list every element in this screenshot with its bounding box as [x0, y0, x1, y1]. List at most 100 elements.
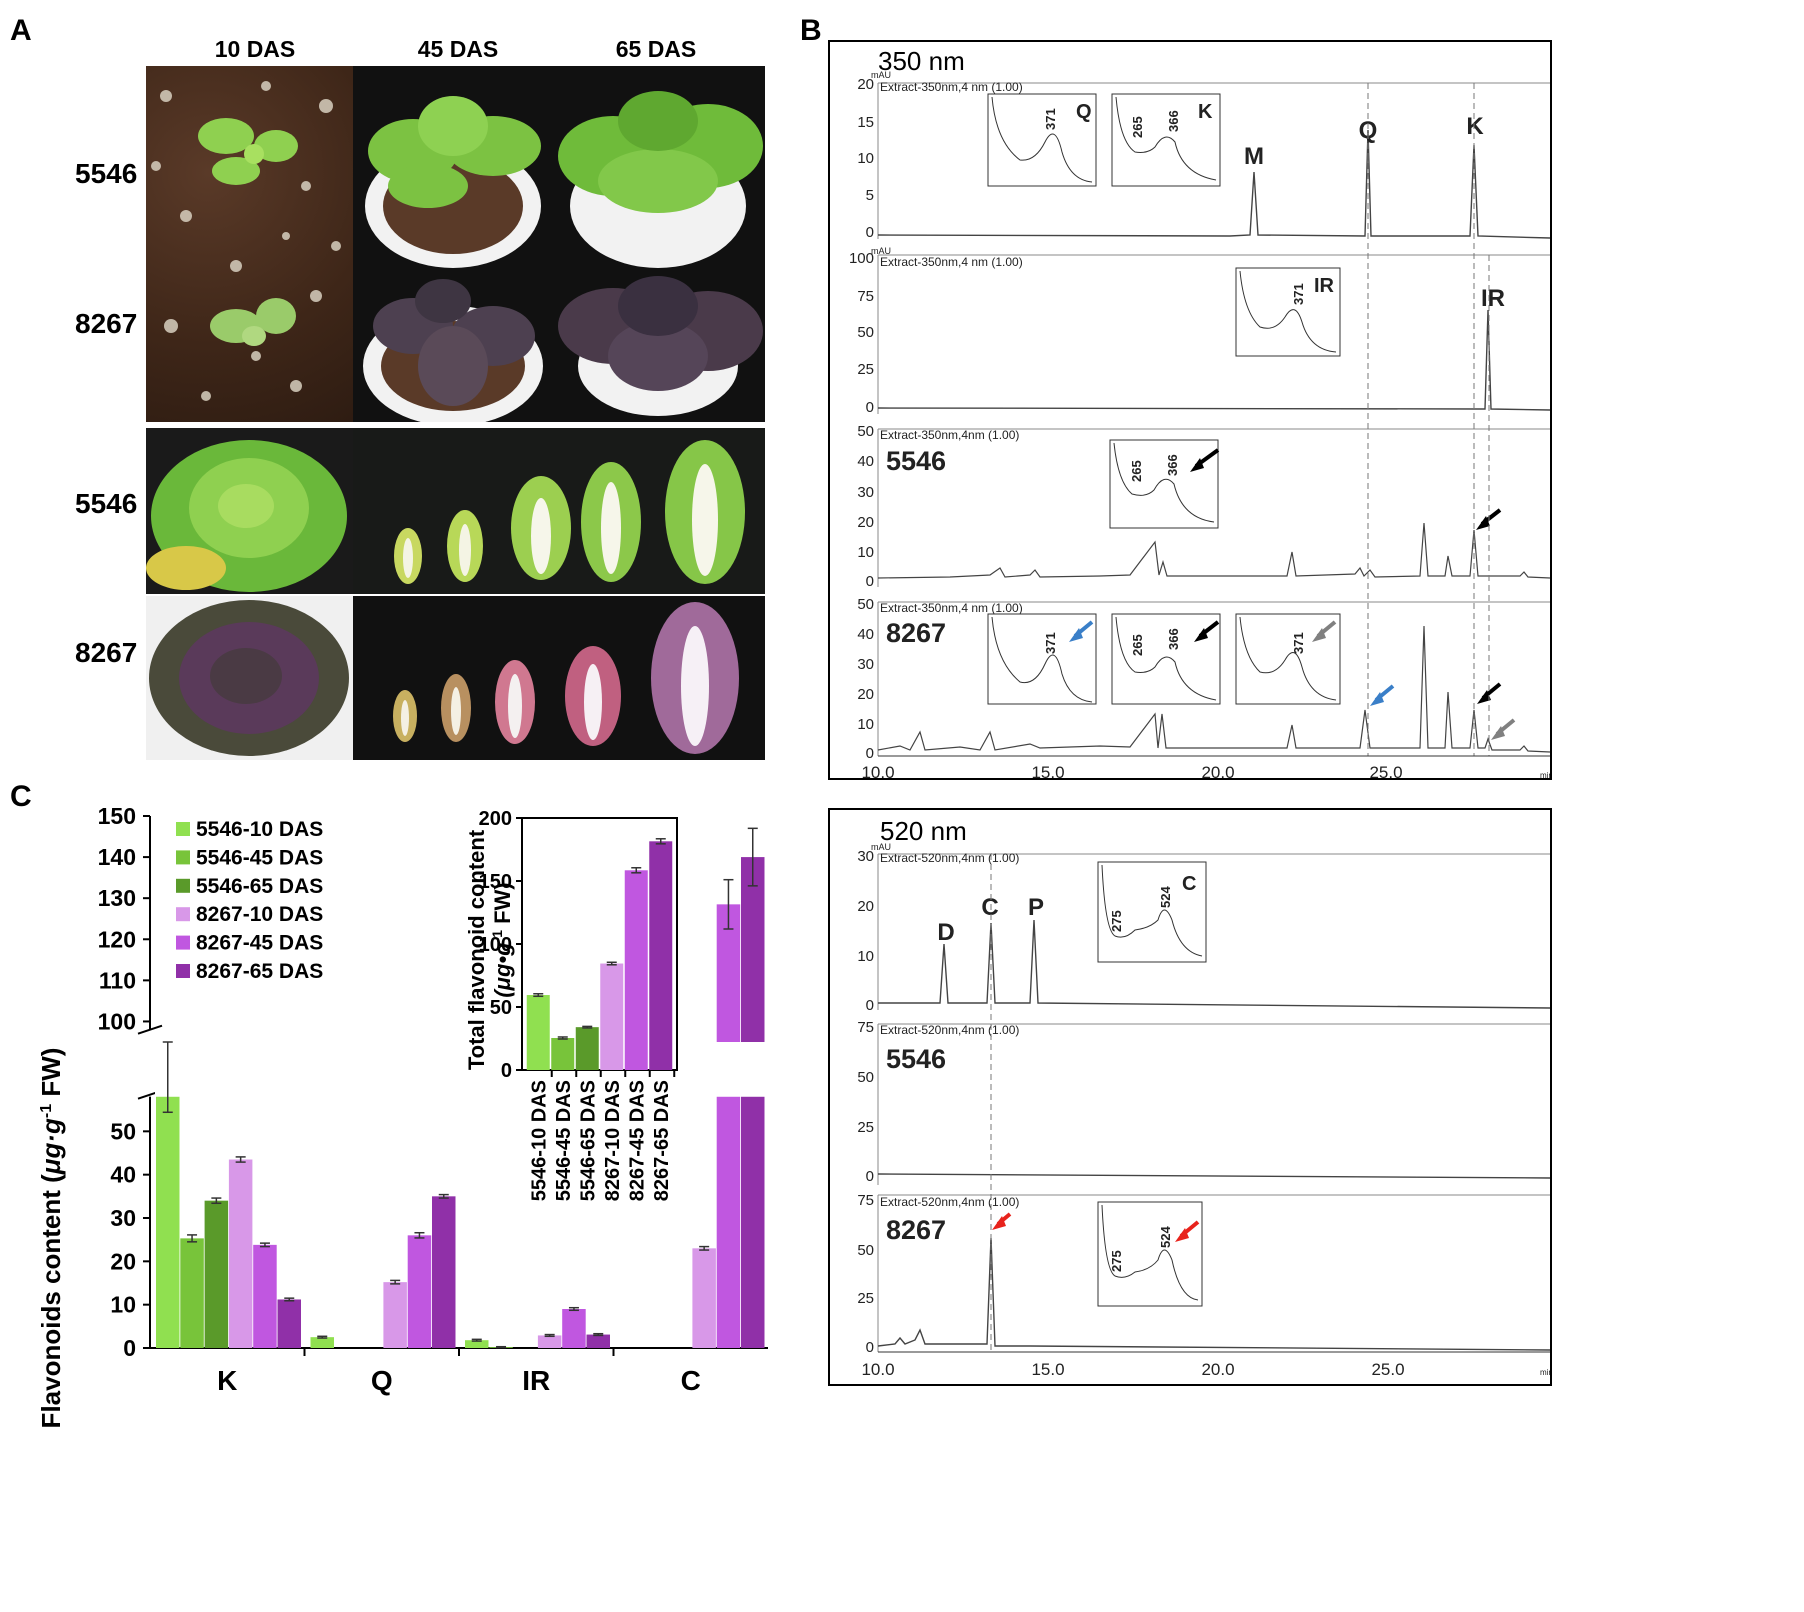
svg-text:100: 100 [849, 250, 874, 267]
bar-8267-65 DAS-IR [586, 1334, 610, 1348]
svg-text:75: 75 [857, 1192, 874, 1209]
bar-8267-65 DAS-C-lower [741, 1096, 765, 1348]
photo-leaves-8267 [353, 596, 765, 760]
svg-text:D: D [937, 919, 954, 946]
panel-c-chart: Flavonoids content (μg·g-1 FW) 0 10 20 30 40… [36, 803, 768, 1428]
legend-label: 5546-10 DAS [196, 818, 323, 841]
svg-text:8267: 8267 [886, 1215, 946, 1245]
legend-label: 8267-10 DAS [196, 903, 323, 926]
svg-text:40: 40 [857, 453, 874, 470]
bar-5546-10 DAS-IR [465, 1340, 489, 1348]
svg-text:265: 265 [1129, 460, 1144, 482]
svg-text:15.0: 15.0 [1031, 1360, 1064, 1379]
bar-8267-65 DAS-K [277, 1299, 301, 1348]
svg-text:275: 275 [1109, 910, 1124, 932]
bar-8267-45 DAS-C-upper [716, 904, 741, 1042]
inset-y-axis-label-line2: (μg•g-1 FW) [489, 882, 515, 997]
svg-text:min: min [1540, 771, 1550, 778]
col-header-45das: 45 DAS [417, 36, 499, 62]
inset-x-tick-label: 8267-45 DAS [626, 1080, 648, 1201]
x-category-label: Q [371, 1365, 393, 1396]
bar-5546-10 DAS-Q [310, 1337, 334, 1348]
svg-text:Extract-520nm,4nm (1.00): Extract-520nm,4nm (1.00) [880, 851, 1019, 865]
bar-8267-10 DAS-Q [383, 1282, 407, 1348]
col-header-65das: 65 DAS [615, 36, 697, 62]
photo-leaves-5546 [353, 428, 765, 594]
legend-swatch [176, 907, 190, 922]
svg-text:10.0: 10.0 [861, 1360, 894, 1379]
svg-text:10: 10 [857, 948, 874, 965]
y-tick-label: 20 [110, 1248, 136, 1274]
y-tick-label: 30 [110, 1205, 136, 1231]
inset-bar-8267-65 DAS [649, 841, 673, 1070]
inset-x-tick-label: 5546-65 DAS [577, 1080, 599, 1201]
photo-head-5546 [146, 428, 353, 594]
svg-text:371: 371 [1291, 632, 1306, 654]
y-tick-label: 140 [98, 844, 136, 870]
photo-head-8267 [146, 596, 353, 760]
bar-5546-10 DAS-K-lower [156, 1096, 180, 1348]
svg-text:15: 15 [857, 114, 874, 131]
sub1-header: Extract-350nm,4 nm (1.00) [880, 80, 1023, 94]
svg-text:0: 0 [866, 1168, 874, 1185]
svg-text:50: 50 [857, 324, 874, 341]
axis-break-mark-upper [137, 1024, 163, 1035]
inset-x-tick-label: 5546-10 DAS [528, 1080, 550, 1201]
svg-text:524: 524 [1158, 1226, 1173, 1248]
red-arrow-inset-8267 [1175, 1220, 1200, 1242]
bar-8267-65 DAS-C-upper [741, 857, 765, 1042]
y-tick-label: 110 [99, 967, 136, 993]
chromatogram-350nm-frame: 350 nm Extract-350nm,4 nm (1.00) mAU 20 … [828, 40, 1552, 780]
chromatogram-350nm-plot: Extract-350nm,4 nm (1.00) mAU 20 15 10 5… [849, 70, 1550, 778]
y-tick-label: 0 [123, 1335, 136, 1361]
inset-x-tick-label: 5546-45 DAS [553, 1080, 575, 1201]
svg-text:25: 25 [857, 1290, 874, 1307]
svg-text:Extract-520nm,4nm (1.00): Extract-520nm,4nm (1.00) [880, 1023, 1019, 1037]
svg-text:0: 0 [866, 399, 874, 416]
svg-text:20: 20 [857, 898, 874, 915]
svg-text:C: C [981, 894, 998, 921]
svg-text:15.0: 15.0 [1031, 763, 1064, 778]
x-category-label: K [217, 1365, 237, 1396]
svg-text:265: 265 [1130, 116, 1145, 138]
svg-text:10: 10 [857, 544, 874, 561]
black-arrow-peak-8267 [1477, 682, 1502, 704]
svg-text:265: 265 [1130, 634, 1145, 656]
gray-arrow-inset-8267 [1312, 620, 1337, 642]
photo-seedlings-10das [146, 66, 353, 422]
y-tick-label: 40 [110, 1162, 136, 1188]
svg-text:5546: 5546 [886, 446, 946, 476]
bar-8267-45 DAS-Q [407, 1235, 432, 1348]
bar-8267-10 DAS-IR [537, 1335, 562, 1348]
svg-text:25: 25 [857, 361, 874, 378]
svg-text:0: 0 [866, 1339, 874, 1356]
legend-label: 5546-45 DAS [196, 846, 323, 869]
svg-text:50: 50 [857, 596, 874, 613]
svg-text:P: P [1028, 894, 1044, 921]
svg-text:25.0: 25.0 [1371, 1360, 1404, 1379]
svg-text:75: 75 [857, 288, 874, 305]
svg-text:40: 40 [857, 626, 874, 643]
x-category-label: C [681, 1365, 701, 1396]
legend-label: 8267-45 DAS [196, 932, 323, 955]
row-label-8267-head: 8267 [75, 637, 138, 668]
panel-a-letter: A [10, 14, 32, 47]
chromatogram-520nm-title: 520 nm [880, 816, 967, 846]
black-arrow-peak-5546 [1476, 508, 1502, 530]
svg-text:10: 10 [857, 716, 874, 733]
y-tick-label: 100 [98, 1008, 136, 1034]
inset-y-axis-label-line1: Total flavonoid content [464, 829, 489, 1070]
bar-8267-10 DAS-K [228, 1159, 253, 1348]
bar-5546-45 DAS-K [180, 1238, 204, 1348]
inset-y-tick-label: 100 [479, 934, 512, 956]
svg-text:371: 371 [1291, 283, 1306, 305]
black-arrow-inset-8267 [1194, 620, 1220, 642]
main-chart-axes: 0 10 20 30 40 50 100 110 120 130 140 150 K Q IR C [98, 803, 768, 1396]
svg-text:30: 30 [857, 848, 874, 865]
red-arrow-peak-8267 [992, 1212, 1012, 1230]
photo-pots-65das [558, 66, 765, 422]
svg-text:371: 371 [1043, 108, 1058, 130]
y-tick-label: 120 [98, 926, 136, 952]
y-tick-label: 50 [110, 1118, 136, 1144]
inset-total-flavonoid-chart: 0 50 100 150 200 5546-10 DAS 5546-45 DAS 5546-6… [479, 808, 678, 1201]
